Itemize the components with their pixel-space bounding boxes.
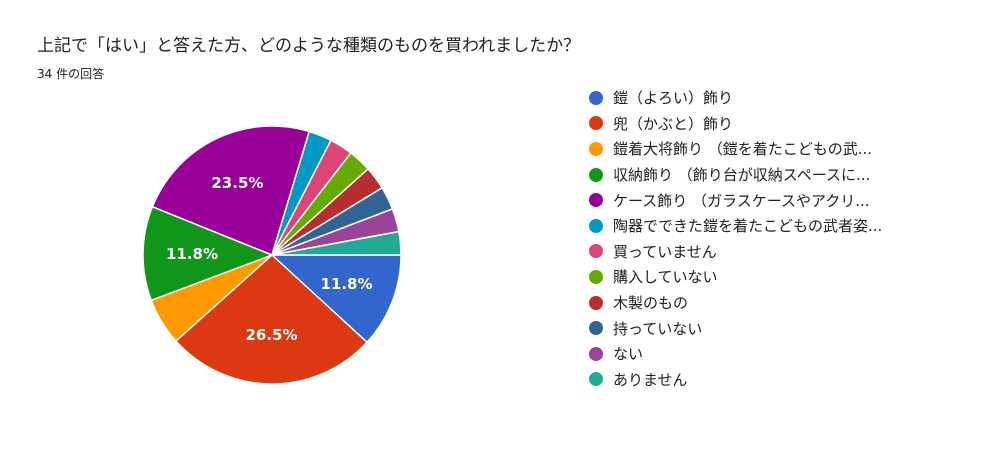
legend-label: 持っていない (613, 319, 703, 338)
legend-item-7[interactable]: 購入していない (584, 264, 914, 290)
legend-swatch-icon (589, 193, 603, 208)
legend-item-10[interactable]: ない (584, 341, 914, 367)
legend-item-1[interactable]: 兜（かぶと）飾り (584, 111, 914, 137)
legend-label: ありません (613, 370, 688, 389)
pie-slice-1[interactable] (174, 253, 369, 385)
legend-label: 兜（かぶと）飾り (613, 114, 734, 133)
slice-data-label-3: 11.8% (166, 245, 218, 263)
legend-swatch-icon (589, 244, 603, 259)
legend-item-9[interactable]: 持っていない (584, 315, 914, 341)
legend-item-6[interactable]: 買っていません (584, 239, 914, 265)
legend-swatch-icon (589, 372, 603, 387)
legend-swatch-icon (589, 269, 603, 284)
pie-slice-11[interactable] (271, 230, 402, 256)
pie-chart: 11.8% 26.5% 11.8% 23.5% (142, 125, 402, 385)
legend-label: 木製のもの (613, 294, 689, 313)
legend-swatch-icon (589, 116, 603, 131)
legend-swatch-icon (589, 295, 603, 310)
pie-slice-4[interactable] (151, 125, 311, 257)
legend-label: 購入していない (613, 268, 718, 287)
pie-slice-3[interactable] (142, 205, 275, 302)
legend-swatch-icon (589, 218, 603, 233)
legend-label: 鎧着大将飾り （鎧を着たこどもの武... (613, 140, 873, 159)
legend-item-5[interactable]: 陶器でできた鎧を着たこどもの武者姿... (584, 213, 914, 239)
legend-label: ケース飾り （ガラスケースやアクリ... (613, 191, 870, 210)
slice-data-label-0: 11.8% (320, 275, 372, 293)
legend-label: 買っていません (613, 242, 717, 261)
legend-item-4[interactable]: ケース飾り （ガラスケースやアクリ... (584, 187, 914, 213)
response-count: 34 件の回答 (37, 67, 105, 81)
legend-label: 収納飾り （飾り台が収納スペースに... (613, 166, 871, 185)
legend-item-8[interactable]: 木製のもの (584, 290, 914, 316)
pie-slice-0[interactable] (270, 254, 402, 344)
legend-label: ない (613, 345, 644, 364)
chart-legend: 鎧（よろい）飾り 兜（かぶと）飾り鎧着大将飾り （鎧を着たこどもの武... 収納飾り… (584, 85, 914, 392)
legend-item-0[interactable]: 鎧（よろい）飾り (584, 85, 914, 111)
legend-swatch-icon (589, 141, 603, 156)
chart-title: 上記で「はい」と答えた方、どのような種類のものを買われましたか？ (37, 36, 581, 56)
legend-swatch-icon (589, 346, 603, 361)
legend-swatch-icon (589, 321, 603, 336)
legend-item-11[interactable]: ありません (584, 367, 914, 393)
legend-item-3[interactable]: 収納飾り （飾り台が収納スペースに... (584, 162, 914, 188)
slice-data-label-1: 26.5% (245, 326, 297, 344)
slice-data-label-4: 23.5% (211, 174, 263, 192)
legend-item-2[interactable]: 鎧着大将飾り （鎧を着たこどもの武... (584, 136, 914, 162)
legend-label: 陶器でできた鎧を着たこどもの武者姿... (613, 217, 883, 236)
legend-label: 鎧（よろい）飾り (613, 89, 734, 108)
legend-swatch-icon (589, 167, 603, 182)
legend-swatch-icon (589, 90, 603, 105)
